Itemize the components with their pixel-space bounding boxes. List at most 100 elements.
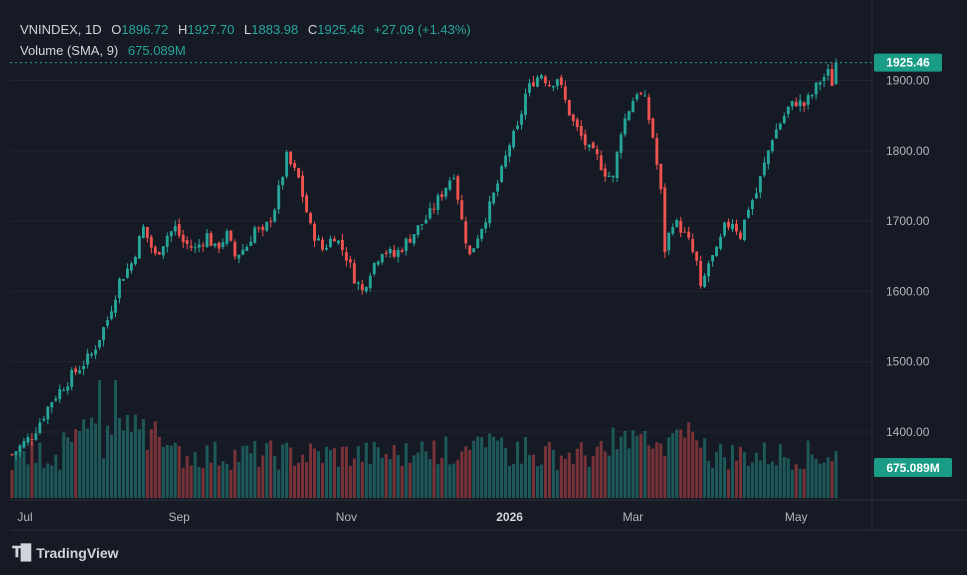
low-key: L [244, 22, 252, 37]
candle-body [400, 250, 404, 252]
volume-bar [46, 463, 50, 498]
candle-body [758, 176, 762, 193]
candle-body [762, 162, 766, 176]
volume-bar [133, 414, 137, 498]
volume-bars [10, 380, 838, 498]
low-value: 1883.98 [251, 22, 299, 37]
volume-bar [719, 443, 723, 498]
volume-bar [440, 457, 444, 498]
volume-bar [396, 454, 400, 498]
candle-body [14, 451, 18, 455]
candle-body [404, 238, 408, 252]
time-tick-label: 2026 [496, 510, 523, 524]
volume-bar [141, 419, 145, 498]
candle-body [380, 254, 384, 263]
candle-body [575, 119, 579, 128]
time-tick-label: Nov [336, 510, 357, 524]
candle-body [528, 83, 531, 93]
candle-body [484, 222, 488, 229]
price-axis[interactable]: 1400.00 1500.00 1600.00 1700.00 1800.00 1900.… [886, 74, 930, 440]
candle-body [635, 94, 639, 100]
volume-bar [106, 425, 110, 498]
candle-body [683, 231, 687, 233]
candle-body [340, 239, 344, 251]
candle-body [281, 177, 285, 185]
candle-body [265, 221, 269, 231]
volume-bar [834, 450, 838, 498]
volume-bar [535, 466, 539, 498]
candle-body [559, 77, 563, 85]
candle-body [699, 261, 703, 287]
volume-bar [352, 458, 356, 498]
candle-body [563, 86, 567, 100]
candle-body [595, 149, 599, 155]
volume-bar [388, 459, 392, 498]
candle-body [102, 327, 105, 341]
volume-bar [117, 418, 121, 498]
volume-bar [623, 430, 627, 498]
candle-body [22, 441, 26, 448]
candle-body [715, 246, 719, 257]
candle-body [547, 84, 551, 87]
candle-body [524, 93, 527, 115]
volume-bar [631, 430, 635, 498]
candle-body [567, 99, 571, 116]
candle-body [695, 251, 699, 261]
volume-bar [197, 466, 201, 498]
volume-bar [456, 459, 460, 498]
volume-bar [424, 451, 428, 498]
volume-bar [520, 463, 524, 498]
volume-bar [269, 440, 273, 498]
volume-bar [157, 436, 161, 498]
candle-body [364, 287, 368, 292]
volume-bar [639, 433, 643, 498]
change-value: +27.09 (+1.43%) [373, 22, 471, 37]
volume-bar [348, 465, 352, 498]
volume-bar [428, 459, 432, 498]
candle-body [711, 255, 715, 262]
candle-body [468, 245, 472, 255]
candle-body [420, 224, 424, 226]
time-axis[interactable]: Jul Sep Nov 2026 Mar May [17, 510, 807, 524]
candle-body [587, 144, 591, 148]
candle-body [444, 187, 448, 197]
volume-bar [615, 449, 619, 498]
candle-body [253, 227, 257, 243]
tradingview-brand[interactable]: 𝐓█ TradingView [12, 544, 119, 561]
volume-bar [249, 453, 253, 498]
candle-body [798, 100, 802, 107]
candle-body [750, 200, 754, 209]
close-key: C [307, 22, 318, 37]
candle-body [46, 406, 50, 420]
volume-bar [181, 467, 185, 498]
time-tick-label: May [785, 510, 808, 524]
candle-body [818, 82, 822, 85]
candle-body [460, 200, 464, 220]
volume-bar [607, 455, 611, 498]
volume-bar [798, 468, 802, 498]
candle-body [62, 390, 66, 392]
volume-bar [380, 457, 384, 498]
volume-bar [257, 466, 261, 498]
volume-bar [38, 442, 42, 498]
candle-body [691, 239, 695, 252]
volume-bar [500, 437, 504, 498]
candle-body [492, 192, 496, 204]
candle-body [472, 248, 476, 253]
volume-bar [42, 467, 46, 498]
candle-body [687, 231, 691, 238]
volume-bar [734, 460, 738, 498]
volume-bar [802, 468, 806, 498]
candle-body [352, 263, 356, 284]
volume-bar [504, 448, 508, 498]
candle-body [619, 134, 623, 153]
volume-bar [782, 457, 786, 498]
candle-body [297, 168, 301, 178]
candle-body [627, 111, 631, 121]
last-price-value: 1925.46 [886, 56, 930, 70]
volume-bar [539, 464, 543, 498]
candle-body [643, 95, 647, 97]
volume-bar [687, 422, 691, 498]
